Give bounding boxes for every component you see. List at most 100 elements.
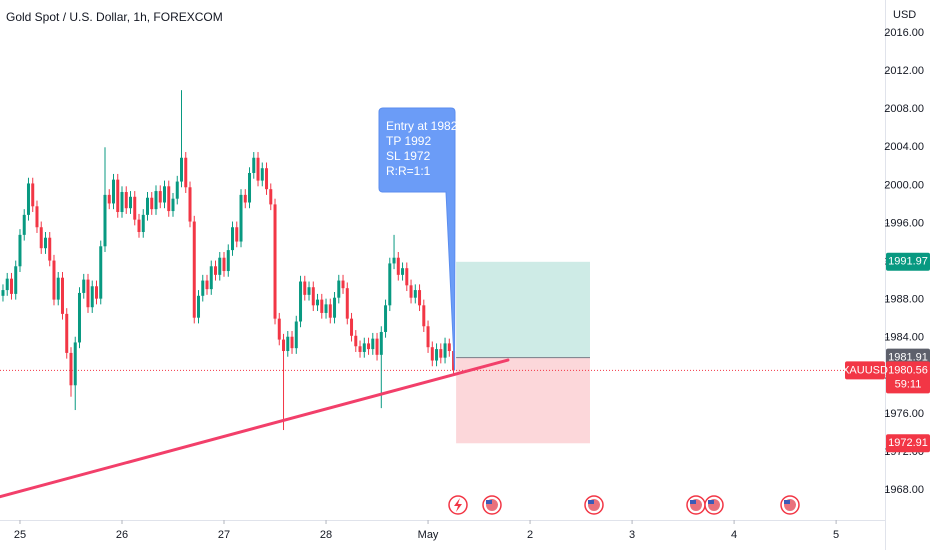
chart-title: Gold Spot / U.S. Dollar, 1h, FOREXCOM [6,10,223,24]
currency-label: USD [893,9,916,21]
candle-body [405,268,409,286]
candle-body [311,287,315,306]
candle-body [345,288,349,319]
candle-body [277,318,281,340]
candle-body [273,204,277,319]
trend-line [0,358,510,499]
stop-loss-label: 1972.91 [888,437,928,449]
candle-body [90,286,94,308]
y-tick-label: 2004.00 [884,141,924,153]
candle-body [269,189,273,205]
candle-body [65,313,69,353]
candle-body [231,227,235,251]
candle-body [354,335,358,347]
candle-body [1,290,5,296]
x-tick-label: 4 [731,529,737,541]
candle-body [141,214,145,233]
candle-body [86,279,90,308]
take-profit-label: 1991.97 [888,256,928,268]
callout-text: TP 1992 [386,134,431,148]
candle-body [124,192,128,209]
candle-body [150,197,154,210]
y-tick-label: 1976.00 [884,408,924,420]
candle-body [239,194,243,242]
candle-body [69,352,73,386]
candle-body [235,227,239,242]
candle-body [439,349,443,358]
candle-body [226,250,230,272]
candle-body [375,338,379,355]
candle-body [328,304,332,318]
candle-body [367,343,371,350]
candle-body [435,349,439,361]
countdown-label: 59:11 [895,378,922,390]
candle-body [418,290,422,306]
candle-body [18,234,22,267]
flag-icon [780,495,800,515]
candle-body [290,336,294,349]
candle-body [175,181,179,199]
candle-body [409,285,413,298]
candle-body [316,299,320,306]
take-profit-zone [456,261,590,358]
callout-box [378,107,456,371]
candle-body [154,191,158,210]
candle-body [299,281,303,322]
candle-body [171,198,175,212]
candle-body [167,186,171,212]
candle-body [184,157,188,188]
candle-body [260,168,264,181]
lightning-icon [448,495,468,515]
x-tick-label: 28 [320,529,332,541]
candle-body [56,277,60,300]
candle-body [99,246,103,299]
candle-body [222,257,226,272]
candle-body [188,187,192,222]
candle-body [35,206,39,228]
candle-body [31,183,35,207]
candle-body [371,338,375,350]
candle-body [82,279,86,293]
candle-body [286,336,290,352]
candle-body [26,183,30,215]
candle-body [358,346,362,352]
candle-body [333,297,337,318]
candle-body [379,331,383,355]
candle-body [422,305,426,327]
take-profit-tag [886,252,930,271]
candle-body [73,342,77,386]
candle-body [103,194,107,247]
x-tick-label: 27 [218,529,230,541]
candle-body [107,194,111,204]
x-tick-label: 2 [527,529,533,541]
x-tick-label: 3 [629,529,635,541]
candle-body [214,266,218,275]
candle-body [163,186,167,203]
flag-icon [686,495,706,515]
y-tick-label: 1988.00 [884,294,924,306]
candle-body [43,237,47,249]
flag-icon [584,495,604,515]
candle-body [60,277,64,314]
candle-body [94,286,98,299]
candle-body [384,305,388,332]
candle-body [116,179,120,213]
callout-text: Entry at 1982 [386,119,458,133]
symbol-label: XAUUSD [842,364,888,376]
candle-body [9,278,13,294]
y-tick-label: 2012.00 [884,65,924,77]
candle-body [197,295,201,318]
candle-body [192,221,196,318]
y-tick-label: 2008.00 [884,103,924,115]
candle-body [452,351,456,371]
callout-text: R:R=1:1 [386,164,431,178]
candle-body [447,343,451,352]
candle-body [52,260,56,300]
candle-body [388,263,392,306]
flag-icon [704,495,724,515]
candle-body [350,318,354,336]
candle-body [307,287,311,295]
